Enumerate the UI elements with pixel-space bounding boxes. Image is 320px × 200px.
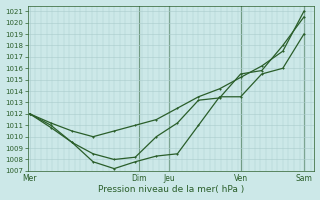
X-axis label: Pression niveau de la mer( hPa ): Pression niveau de la mer( hPa ) xyxy=(98,185,244,194)
